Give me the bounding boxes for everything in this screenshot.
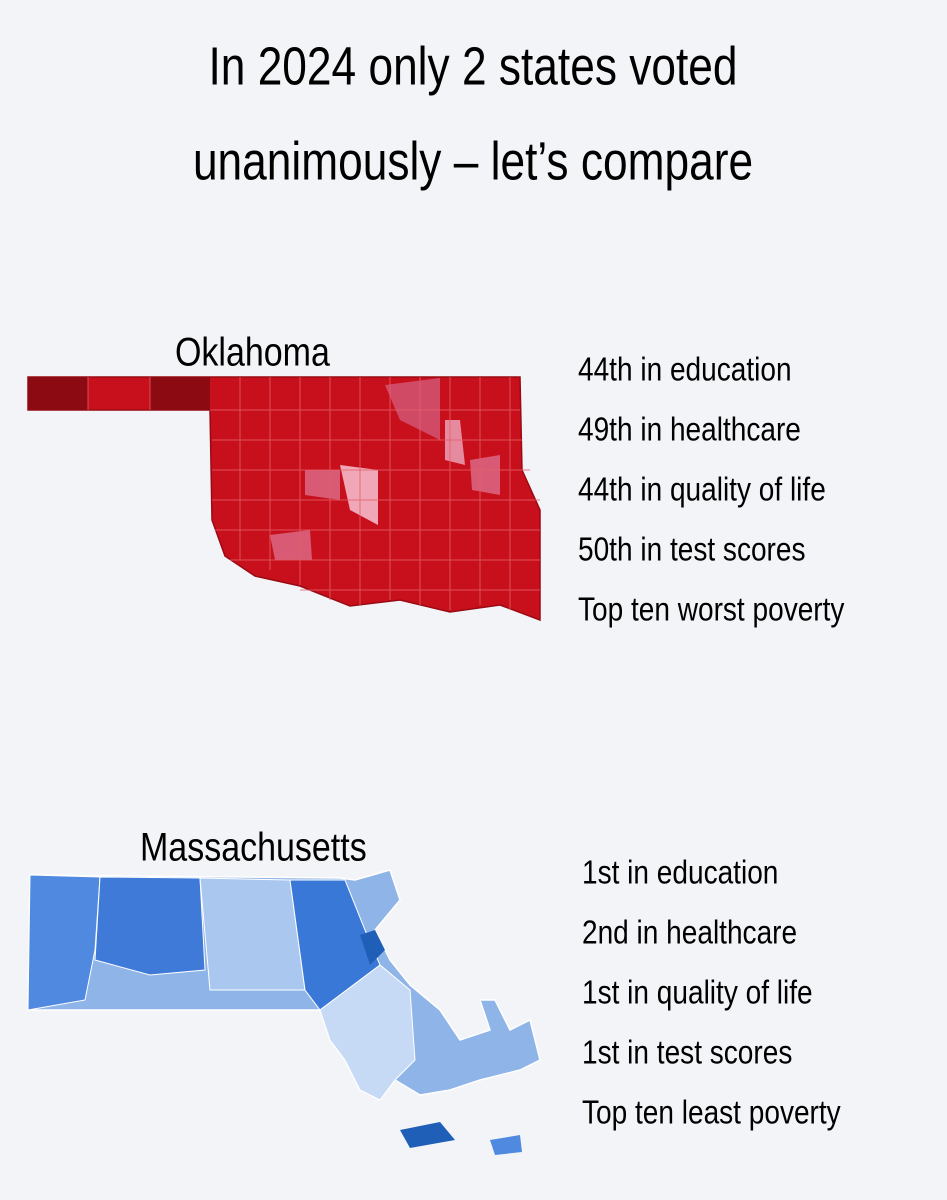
fact: 44th in education	[578, 352, 792, 389]
fact: 1st in quality of life	[582, 975, 813, 1012]
title-line: unanimously – let’s compare	[193, 131, 753, 191]
fact: Top ten least poverty	[582, 1095, 841, 1132]
fact: 44th in quality of life	[578, 472, 826, 509]
title-line: In 2024 only 2 states voted	[208, 36, 737, 96]
fact: 1st in test scores	[582, 1035, 792, 1072]
fact: 2nd in healthcare	[582, 915, 797, 952]
fact: 49th in healthcare	[578, 412, 801, 449]
massachusetts-map	[27, 869, 541, 1155]
state-name: Massachusetts	[140, 824, 367, 869]
oklahoma-map	[27, 376, 541, 622]
state-name: Oklahoma	[175, 329, 330, 374]
fact: 1st in education	[582, 855, 778, 892]
fact: 50th in test scores	[578, 532, 806, 569]
facts: 44th in education 49th in healthcare 44th …	[578, 352, 845, 1132]
title-group: In 2024 only 2 states voted unanimously …	[193, 36, 753, 191]
fact: Top ten worst poverty	[578, 592, 845, 629]
